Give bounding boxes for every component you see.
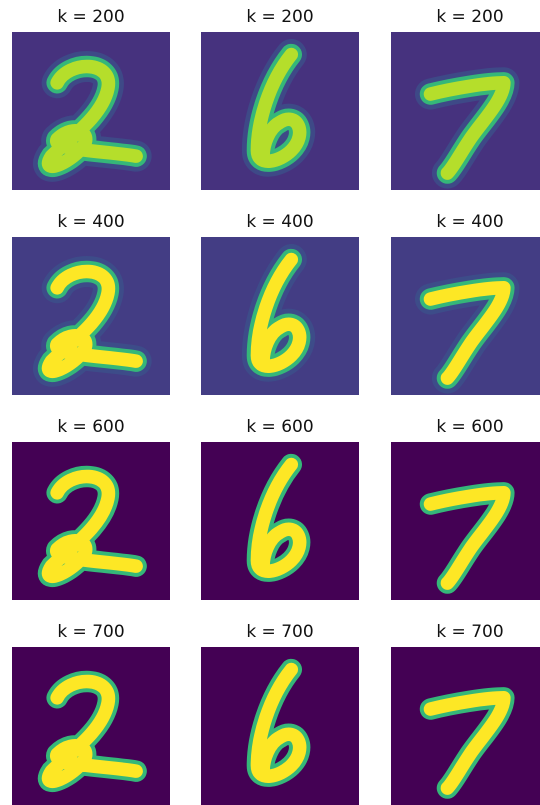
panel-title: k = 700: [246, 622, 313, 642]
digit-image: [12, 237, 170, 395]
digit-image: [12, 647, 170, 805]
digit-image: [201, 442, 359, 600]
figure: k = 200 k = 200 k = 200 k = 400 k = 400 k = 4…: [0, 0, 540, 805]
panel-title: k = 700: [57, 622, 124, 642]
digit-image: [12, 442, 170, 600]
panel-title: k = 600: [57, 417, 124, 437]
panel-title: k = 200: [57, 7, 124, 27]
panel-title: k = 600: [246, 417, 313, 437]
panel-title: k = 400: [57, 212, 124, 232]
digit-image: [201, 237, 359, 395]
panel-title: k = 600: [436, 417, 503, 437]
digit-image: [391, 237, 540, 395]
panel-title: k = 200: [246, 7, 313, 27]
digit-image: [391, 442, 540, 600]
panel-title: k = 400: [436, 212, 503, 232]
panel-title: k = 200: [436, 7, 503, 27]
panel-title: k = 700: [436, 622, 503, 642]
digit-image: [391, 647, 540, 805]
digit-image: [201, 32, 359, 190]
panel-title: k = 400: [246, 212, 313, 232]
digit-image: [201, 647, 359, 805]
digit-image: [12, 32, 170, 190]
digit-image: [391, 32, 540, 190]
